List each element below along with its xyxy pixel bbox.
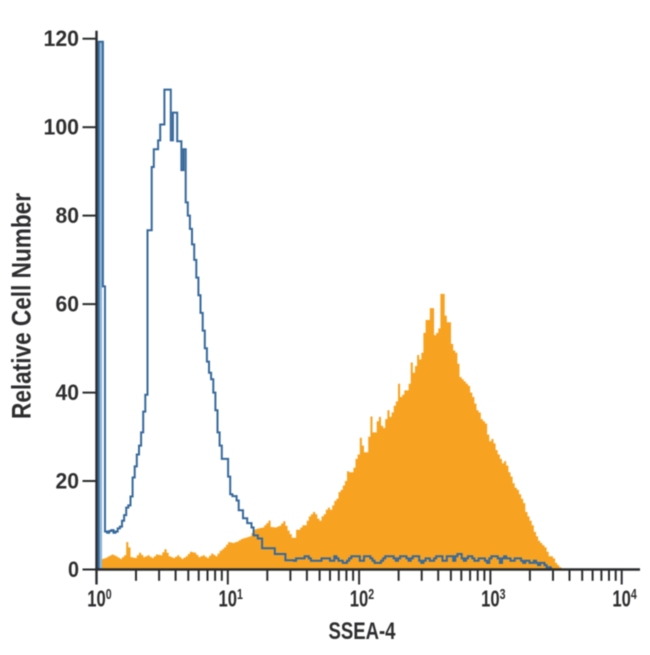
svg-text:60: 60 xyxy=(56,291,80,316)
svg-text:20: 20 xyxy=(56,468,80,493)
svg-text:103: 103 xyxy=(481,586,505,612)
svg-text:120: 120 xyxy=(44,26,80,51)
svg-text:100: 100 xyxy=(44,115,80,140)
svg-text:80: 80 xyxy=(56,203,80,228)
svg-text:SSEA-4: SSEA-4 xyxy=(329,618,396,645)
svg-text:Relative Cell Number: Relative Cell Number xyxy=(7,193,37,419)
svg-text:40: 40 xyxy=(56,380,80,405)
svg-text:0: 0 xyxy=(68,557,79,582)
